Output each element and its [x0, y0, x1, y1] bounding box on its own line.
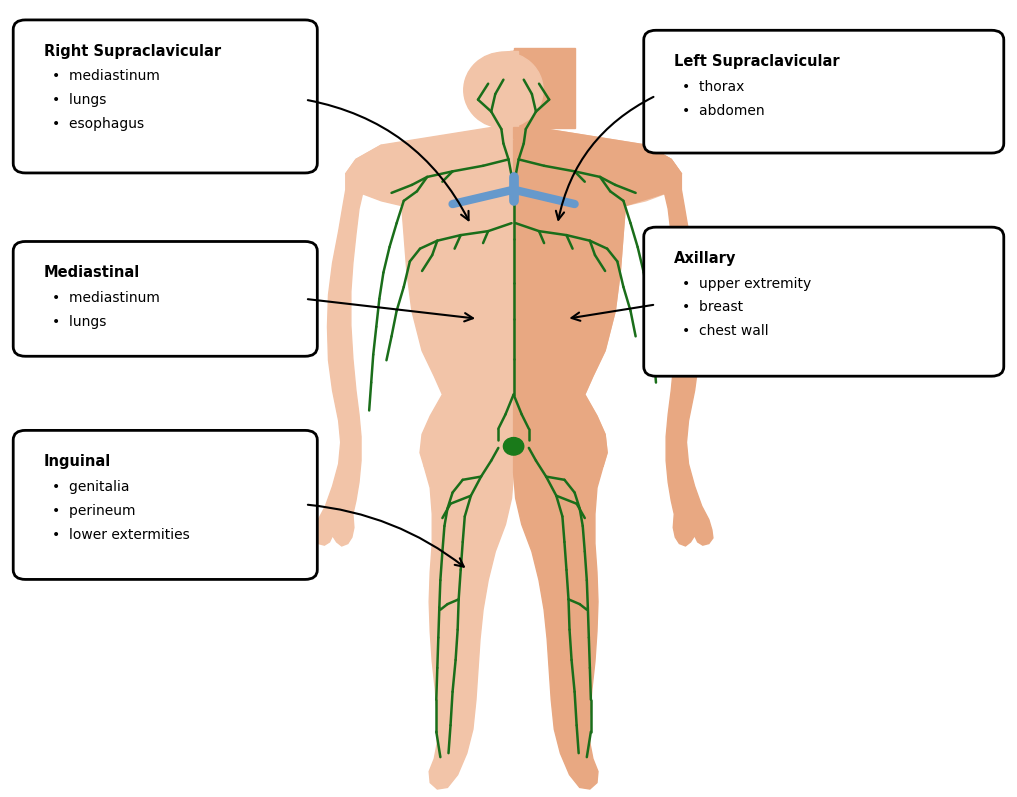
FancyBboxPatch shape — [644, 30, 1004, 153]
Ellipse shape — [475, 53, 552, 128]
Text: •  perineum: • perineum — [52, 504, 135, 518]
Text: Mediastinal: Mediastinal — [44, 265, 140, 281]
Text: •  esophagus: • esophagus — [52, 117, 144, 132]
Ellipse shape — [485, 53, 559, 128]
Text: •  thorax: • thorax — [682, 80, 744, 94]
Polygon shape — [646, 145, 713, 546]
Text: •  breast: • breast — [682, 300, 743, 315]
Polygon shape — [514, 128, 681, 473]
Polygon shape — [346, 128, 681, 473]
Text: •  lower extermities: • lower extermities — [52, 528, 189, 542]
Text: •  genitalia: • genitalia — [52, 480, 129, 494]
Ellipse shape — [473, 52, 554, 129]
Text: •  mediastinum: • mediastinum — [52, 291, 160, 305]
Polygon shape — [514, 466, 603, 789]
Polygon shape — [314, 145, 381, 546]
FancyBboxPatch shape — [13, 430, 317, 579]
Ellipse shape — [468, 53, 543, 128]
Polygon shape — [493, 128, 534, 139]
Text: •  lungs: • lungs — [52, 93, 106, 108]
Text: Left Supraclavicular: Left Supraclavicular — [674, 54, 840, 69]
Polygon shape — [424, 466, 514, 789]
Polygon shape — [514, 51, 556, 128]
FancyBboxPatch shape — [644, 227, 1004, 376]
Ellipse shape — [484, 53, 563, 128]
Polygon shape — [514, 128, 534, 139]
Ellipse shape — [464, 53, 543, 128]
Text: •  abdomen: • abdomen — [682, 104, 765, 118]
Bar — [514, 48, 575, 128]
Text: •  chest wall: • chest wall — [682, 324, 769, 339]
Polygon shape — [493, 128, 514, 139]
Bar — [510, 51, 518, 128]
Text: •  mediastinum: • mediastinum — [52, 69, 160, 84]
FancyBboxPatch shape — [13, 241, 317, 356]
Text: Inguinal: Inguinal — [44, 454, 111, 469]
Text: •  upper extremity: • upper extremity — [682, 277, 812, 291]
Text: Axillary: Axillary — [674, 251, 736, 266]
Ellipse shape — [503, 438, 524, 455]
Text: •  lungs: • lungs — [52, 315, 106, 329]
FancyBboxPatch shape — [13, 20, 317, 173]
Text: Right Supraclavicular: Right Supraclavicular — [44, 44, 221, 59]
